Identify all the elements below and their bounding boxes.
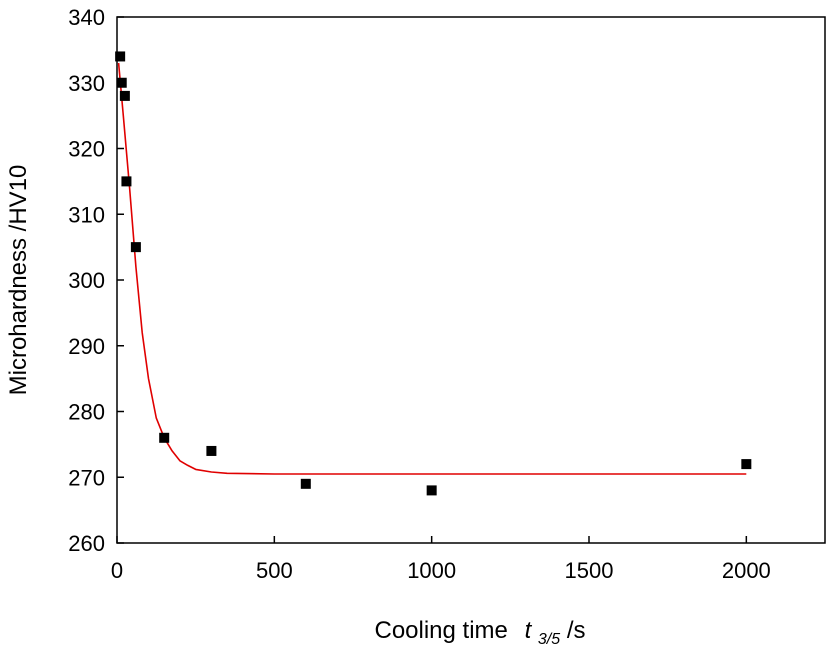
data-point xyxy=(426,485,437,496)
data-point xyxy=(121,176,132,187)
data-point xyxy=(300,478,311,489)
x-axis-title-text: Cooling time xyxy=(374,617,507,644)
plot-frame xyxy=(116,16,826,544)
plot-area xyxy=(116,16,826,544)
x-axis-title-variable: t xyxy=(525,617,533,644)
y-tick-label: 340 xyxy=(68,5,105,30)
y-axis-ticks: 260 270 280 290 300 310 320 330 340 xyxy=(68,5,124,556)
y-tick-label: 320 xyxy=(68,137,105,162)
fit-curve xyxy=(117,62,747,475)
fit-curve-group xyxy=(117,62,747,475)
data-point xyxy=(115,51,126,62)
x-tick-label: 1000 xyxy=(407,558,456,583)
x-axis-ticks: 0 500 1000 1500 2000 xyxy=(111,536,771,583)
data-point xyxy=(159,432,170,443)
y-tick-label: 280 xyxy=(68,400,105,425)
data-point xyxy=(130,242,141,253)
y-tick-label: 330 xyxy=(68,71,105,96)
data-point xyxy=(206,445,217,456)
y-tick-label: 270 xyxy=(68,465,105,490)
y-tick-label: 300 xyxy=(68,268,105,293)
y-tick-label: 290 xyxy=(68,334,105,359)
x-tick-label: 2000 xyxy=(722,558,771,583)
x-tick-label: 1500 xyxy=(565,558,614,583)
x-tick-label: 500 xyxy=(256,558,293,583)
y-axis-title: Microhardness /HV10 xyxy=(5,165,32,396)
data-point xyxy=(119,90,130,101)
x-axis-title: Cooling time t 3/5 /s xyxy=(374,617,585,648)
y-tick-label: 310 xyxy=(68,202,105,227)
y-tick-label: 260 xyxy=(68,531,105,556)
x-axis-title-subscript: 3/5 xyxy=(538,631,560,648)
x-tick-label: 0 xyxy=(111,558,123,583)
x-axis-title-unit: /s xyxy=(567,617,586,644)
data-points-group xyxy=(115,51,752,496)
data-point xyxy=(741,459,752,470)
